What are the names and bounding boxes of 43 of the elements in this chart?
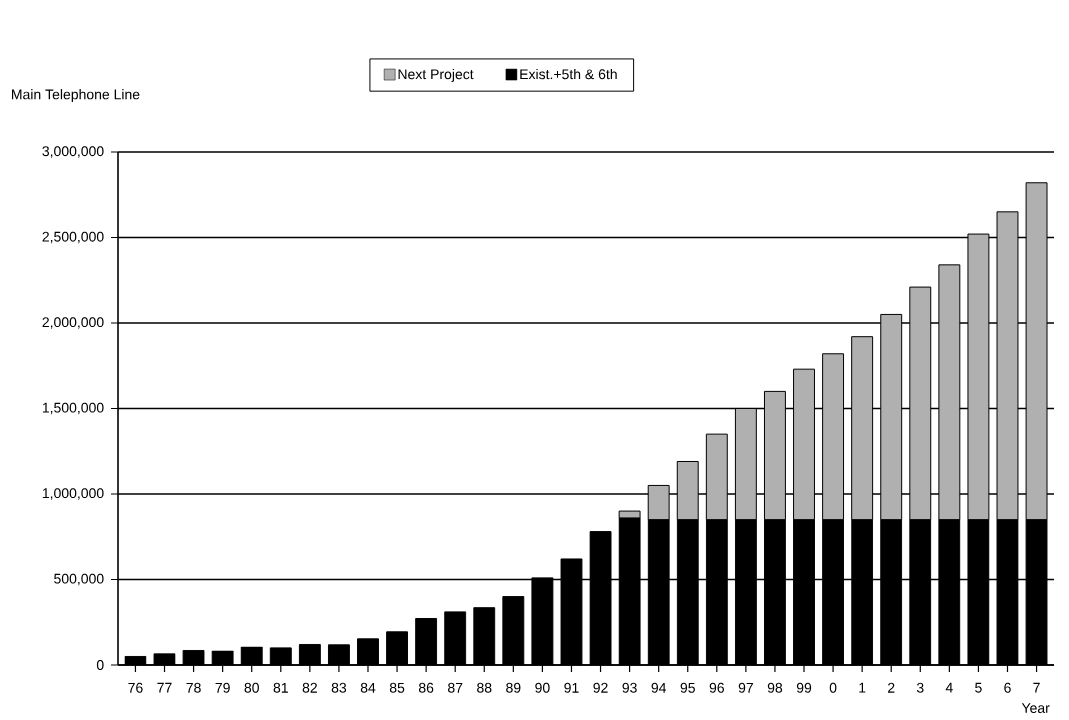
x-tick-label: 0: [829, 682, 837, 693]
x-tick-label: 89: [506, 682, 521, 693]
x-tick-label: 97: [738, 682, 753, 693]
x-tick-label: 77: [157, 682, 172, 693]
x-tick-label: 96: [709, 682, 724, 693]
x-tick-label: 84: [360, 682, 376, 693]
x-tick-label: 5: [975, 682, 982, 693]
x-tick-label: 4: [945, 682, 953, 693]
x-tick-label: 7: [1033, 682, 1040, 693]
y-tick-label: 2,000,000: [42, 317, 104, 329]
x-axis-title: Year: [1021, 703, 1050, 713]
y-axis-title: Main Telephone Line: [12, 89, 140, 103]
x-tick-label: 98: [767, 682, 783, 693]
x-tick-label: 2: [888, 682, 895, 693]
x-tick-label: 1: [859, 682, 866, 693]
x-tick-label: 90: [535, 682, 550, 693]
y-tick-label: 0: [96, 660, 104, 670]
x-tick-label: 93: [622, 682, 637, 693]
x-tick-label: 80: [244, 682, 259, 693]
y-tick-label: 1,000,000: [42, 488, 104, 500]
x-tick-label: 94: [651, 682, 667, 693]
x-tick-label: 81: [273, 682, 288, 693]
x-tick-label: 88: [477, 682, 492, 693]
x-tick-label: 85: [389, 682, 405, 693]
legend-label: Next Project: [398, 68, 474, 82]
x-tick-label: 82: [302, 682, 317, 693]
x-tick-label: 3: [916, 682, 924, 693]
x-tick-label: 92: [593, 682, 608, 693]
legend-label: Exist.+5th & 6th: [520, 68, 617, 80]
y-tick-label: 2,500,000: [42, 231, 104, 244]
x-tick-label: 76: [128, 682, 143, 693]
x-tick-label: 6: [1004, 682, 1011, 693]
x-tick-label: 91: [564, 682, 579, 693]
x-tick-label: 83: [331, 682, 347, 693]
x-tick-label: 86: [418, 682, 434, 693]
x-tick-label: 79: [215, 682, 230, 693]
x-tick-label: 87: [448, 682, 463, 693]
x-tick-label: 99: [796, 682, 812, 693]
y-tick-label: 3,000,000: [42, 146, 104, 158]
x-tick-label: 95: [680, 682, 695, 693]
y-tick-label: 1,500,000: [42, 402, 104, 415]
y-tick-label: 500,000: [54, 573, 104, 586]
x-tick-label: 78: [186, 682, 201, 693]
